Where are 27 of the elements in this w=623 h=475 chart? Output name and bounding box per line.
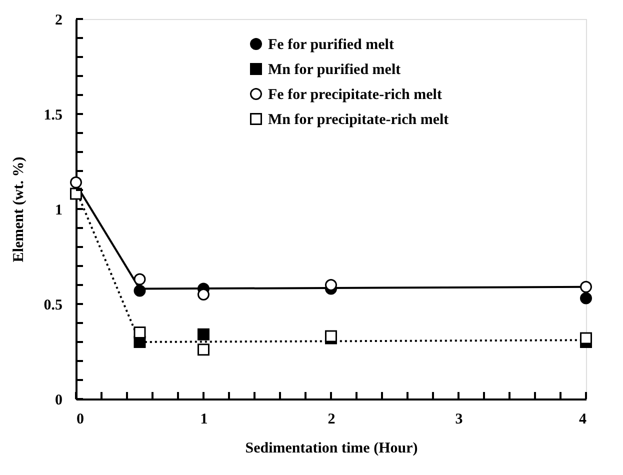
point xyxy=(580,280,592,293)
y-tick-label: 0 xyxy=(55,392,62,408)
point xyxy=(198,344,210,356)
x-tick-label: 2 xyxy=(328,412,336,428)
point xyxy=(580,292,592,304)
x-tick-label: 1 xyxy=(200,412,208,428)
y-tick-label: 2 xyxy=(55,12,62,28)
legend-label: Mn for precipitate-rich melt xyxy=(268,112,449,128)
y-axis-title: Element (wt. %) xyxy=(10,156,27,262)
y-tick-label: 1.5 xyxy=(44,108,62,124)
x-axis-title: Sedimentation time (Hour) xyxy=(245,440,418,456)
point xyxy=(70,188,82,200)
x-tick-label: 3 xyxy=(455,412,463,428)
point xyxy=(198,328,210,340)
point xyxy=(580,332,592,344)
x-tick-label: 4 xyxy=(579,412,587,428)
point xyxy=(134,326,146,338)
point xyxy=(325,279,337,291)
legend-label: Fe for precipitate-rich melt xyxy=(268,87,442,103)
point xyxy=(70,176,82,188)
point xyxy=(198,288,210,300)
x-tick-label: 0 xyxy=(76,412,84,428)
legend-label: Fe for purified melt xyxy=(268,37,394,53)
point xyxy=(134,284,146,297)
legend-label: Mn for purified melt xyxy=(268,62,401,78)
y-tick-label: 0.5 xyxy=(44,298,62,314)
y-tick-label: 1 xyxy=(55,202,62,218)
